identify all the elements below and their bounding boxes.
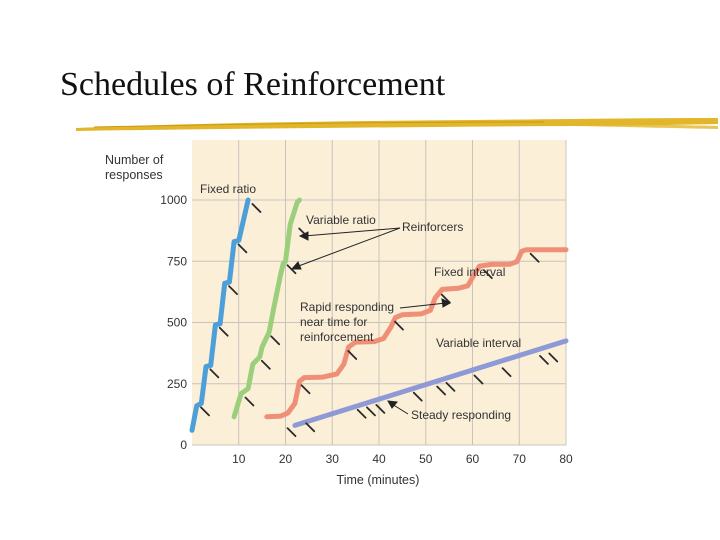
annotation-rapid-responding-line-1: Rapid responding [300, 300, 394, 314]
leader-reinforcers-2-arrow [290, 261, 302, 270]
leader-reinforcers-2 [295, 227, 401, 268]
reinforcer-marker-variable-interval-0 [286, 427, 297, 438]
reinforcer-marker-variable-interval-3 [366, 406, 376, 417]
leader-reinforcers-1 [303, 227, 401, 237]
leader-steady-responding [391, 403, 409, 415]
annotation-rapid-responding-line-3: reinforcement [300, 330, 374, 344]
annotation-fixed-ratio: Fixed ratio [200, 182, 256, 196]
y-tick-500: 500 [167, 316, 187, 330]
leader-steady-responding-arrow [387, 400, 398, 409]
series-fixed-interval [264, 247, 569, 420]
reinforcer-marker-variable-interval-10 [539, 354, 549, 365]
series-lines [189, 197, 569, 433]
leader-reinforcers-1-arrow [298, 231, 309, 241]
y-axis-label: Number of responses [105, 153, 167, 182]
x-tick-40: 40 [372, 452, 386, 466]
leader-rapid-responding [399, 302, 447, 309]
reinforcer-markers [200, 203, 559, 438]
y-axis-label-line-2: responses [105, 168, 163, 182]
reinforcer-marker-variable-interval-4 [375, 403, 386, 414]
series-fixed-ratio [189, 197, 251, 433]
x-axis-label: Time (minutes) [337, 473, 420, 487]
reinforcer-marker-fixed-interval-4 [482, 269, 493, 280]
grid-lines [192, 140, 567, 446]
reinforcer-marker-variable-interval-2 [356, 408, 367, 419]
x-tick-80: 80 [559, 452, 573, 466]
x-tick-30: 30 [326, 452, 340, 466]
reinforcer-marker-variable-ratio-0 [244, 396, 255, 407]
reinforcer-marker-fixed-ratio-5 [251, 203, 262, 213]
x-tick-50: 50 [419, 452, 433, 466]
annotation-rapid-responding-line-2: near time for [300, 315, 367, 329]
reinforcer-marker-fixed-interval-3 [440, 293, 451, 304]
slide-title: Schedules of Reinforcement [60, 66, 446, 103]
y-tick-labels: 0 250 500 750 1000 [160, 193, 187, 452]
reinforcer-marker-variable-interval-5 [412, 391, 423, 402]
leader-rapid-responding-arrow [441, 298, 452, 308]
annotation-reinforcers: Reinforcers [402, 220, 463, 234]
x-tick-70: 70 [513, 452, 527, 466]
title-underline [76, 118, 718, 131]
reinforcer-marker-fixed-ratio-0 [200, 406, 210, 417]
reinforcer-marker-fixed-ratio-2 [218, 326, 229, 337]
series-variable-interval [292, 338, 569, 428]
series-variable-ratio [231, 197, 302, 420]
chart-annotations: Fixed ratio Variable ratio Reinforcers Fixe… [200, 182, 521, 422]
reinforcer-marker-variable-interval-8 [473, 374, 484, 385]
x-tick-60: 60 [466, 452, 480, 466]
annotation-variable-ratio: Variable ratio [306, 213, 376, 227]
y-tick-0: 0 [180, 438, 187, 452]
reinforcer-marker-variable-interval-7 [445, 381, 456, 392]
reinforcer-marker-variable-interval-11 [548, 352, 559, 363]
y-tick-250: 250 [167, 377, 187, 391]
reinforcer-marker-variable-ratio-1 [260, 359, 271, 370]
reinforcer-marker-fixed-interval-2 [394, 320, 404, 331]
annotation-leaders [290, 227, 452, 415]
reinforcer-marker-variable-ratio-2 [270, 335, 281, 346]
y-tick-750: 750 [167, 254, 187, 268]
reinforcer-marker-variable-interval-9 [501, 367, 512, 378]
reinforcer-marker-fixed-interval-0 [300, 384, 311, 395]
y-axis-label-line-1: Number of [105, 153, 164, 167]
reinforcer-marker-variable-interval-6 [436, 385, 447, 396]
annotation-steady-responding: Steady responding [411, 408, 511, 422]
x-tick-labels: 10 20 30 40 50 60 70 80 [232, 452, 573, 466]
annotation-variable-interval: Variable interval [436, 336, 521, 350]
x-tick-10: 10 [232, 452, 246, 466]
reinforcer-marker-variable-interval-1 [305, 422, 316, 433]
reinforcer-marker-fixed-interval-5 [529, 252, 540, 263]
reinforcer-marker-fixed-ratio-1 [209, 368, 220, 379]
reinforcer-marker-fixed-ratio-4 [237, 243, 248, 254]
reinforcer-marker-fixed-ratio-3 [228, 285, 238, 295]
annotation-fixed-interval: Fixed interval [434, 265, 505, 279]
x-tick-20: 20 [279, 452, 293, 466]
reinforcer-marker-fixed-interval-1 [347, 350, 358, 360]
y-tick-1000: 1000 [160, 193, 187, 207]
